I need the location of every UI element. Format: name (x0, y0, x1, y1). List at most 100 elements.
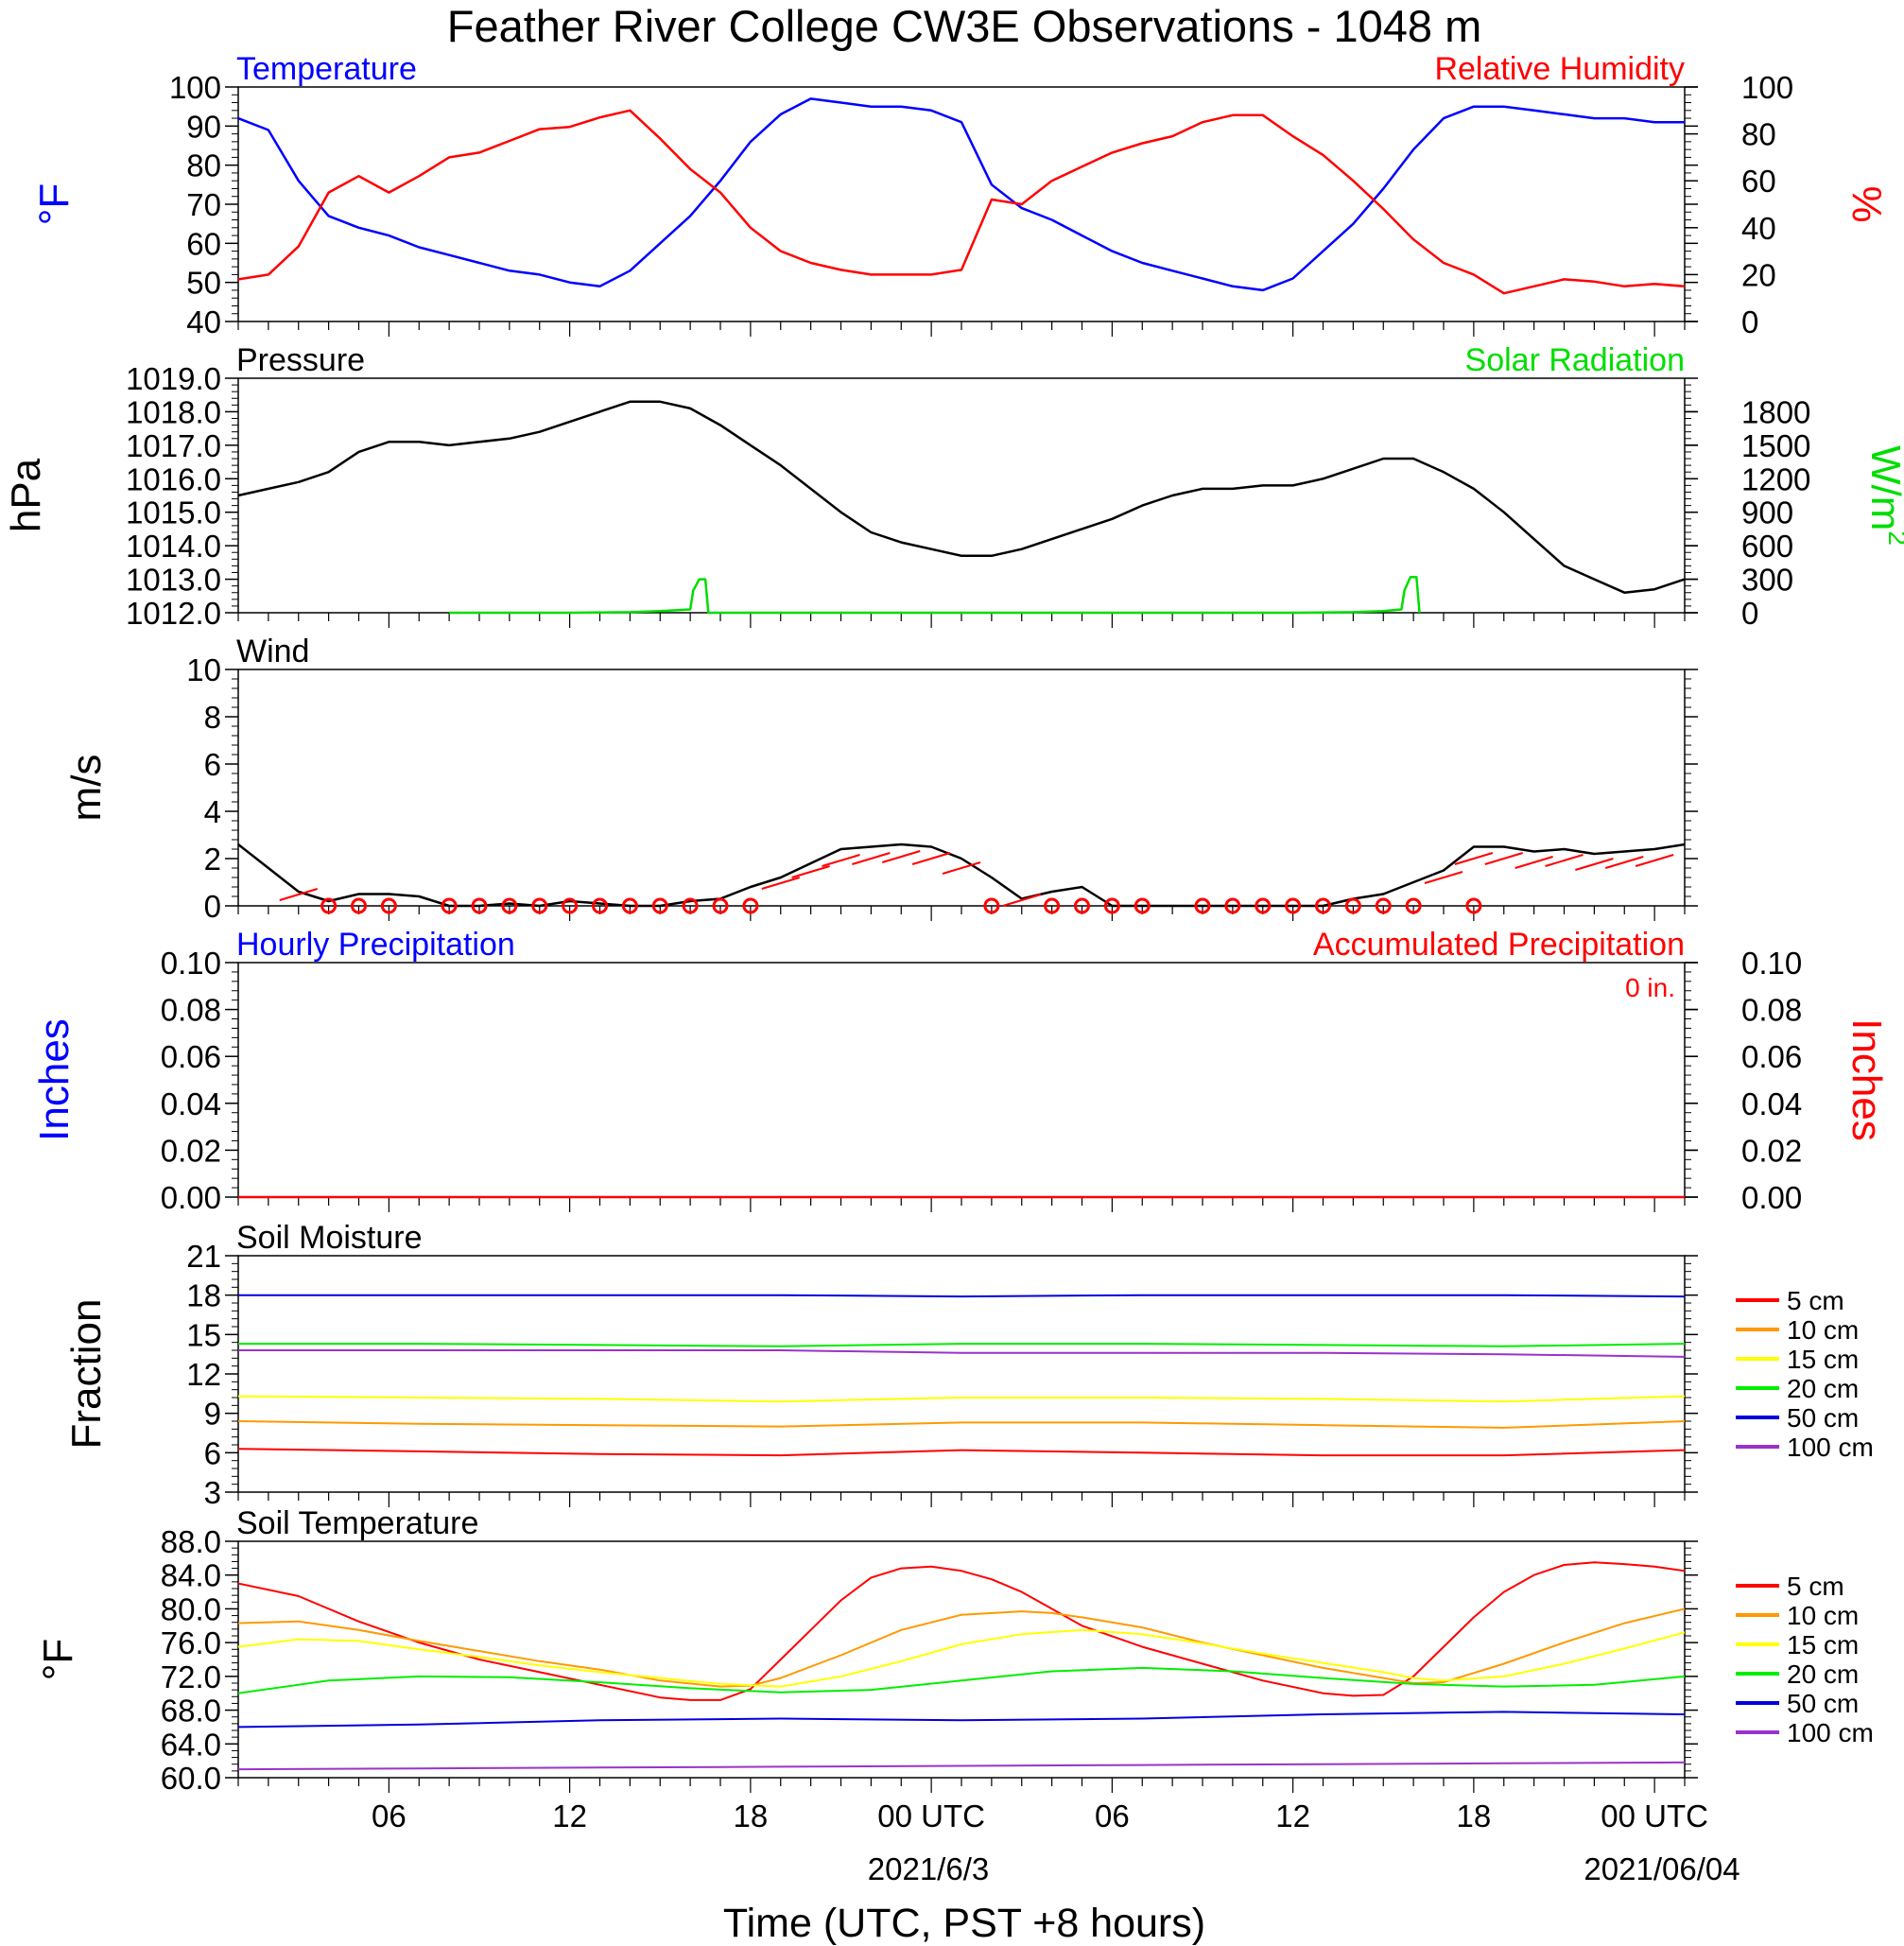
legend-label: 5 cm (1787, 1286, 1844, 1315)
series-line-soil_100 (238, 1349, 1686, 1358)
y-tick-label-right: 0.10 (1741, 946, 1802, 981)
calm-wind-marker (712, 897, 729, 914)
series-line-soil_5 (237, 1561, 1686, 1701)
wind-barb (852, 852, 891, 865)
calm-wind-marker (1285, 897, 1302, 914)
series-line-pressure (237, 400, 1686, 594)
wind-barb (822, 854, 860, 867)
y-tick-label-right: 0.06 (1741, 1039, 1802, 1074)
y-tick-label-left: 0 (204, 889, 221, 924)
legend-label: 5 cm (1787, 1572, 1844, 1601)
y-tick-label-left: 70 (186, 187, 221, 222)
panel-title-left: Soil Temperature (236, 1505, 478, 1541)
y-axis-label-left: Inches (31, 1018, 78, 1141)
y-tick-label-left: 0.04 (161, 1086, 221, 1121)
calm-wind-marker (471, 897, 488, 914)
calm-wind-marker (1405, 897, 1422, 914)
calm-wind-marker (1344, 897, 1361, 914)
y-tick-label-left: 88.0 (161, 1524, 221, 1559)
wind-barb (1484, 852, 1524, 865)
calm-wind-marker (1375, 897, 1392, 914)
y-tick-label-left: 90 (186, 109, 221, 144)
y-tick-label-left: 15 (186, 1317, 221, 1352)
y-tick-label-left: 60.0 (161, 1761, 221, 1796)
x-tick-label: 00 UTC (877, 1798, 985, 1833)
y-tick-label-right: 300 (1741, 563, 1793, 598)
calm-wind-marker (651, 897, 668, 914)
y-tick-label-right: 80 (1741, 117, 1776, 152)
x-tick-label: 18 (1457, 1798, 1492, 1833)
calm-wind-marker (1465, 897, 1482, 914)
legend-label: 10 cm (1787, 1315, 1859, 1345)
calm-wind-marker (1255, 897, 1272, 914)
y-tick-label-right: 900 (1741, 495, 1793, 530)
wind-barb (761, 877, 801, 890)
y-axis-label-left: Fraction (63, 1299, 110, 1450)
y-axis-label-left: °F (31, 183, 78, 225)
y-tick-label-left: 9 (204, 1397, 221, 1432)
series-line-wind (237, 843, 1686, 908)
accumulated-total: 0 in. (1625, 973, 1675, 1002)
unit-superscript: 2 (1883, 530, 1904, 546)
legend-label: 10 cm (1787, 1601, 1859, 1630)
y-tick-label-left: 10 (186, 652, 221, 687)
y-tick-label-right: 0.00 (1741, 1180, 1802, 1215)
y-tick-label-left: 6 (204, 747, 221, 782)
series-line-soil_10 (237, 1420, 1686, 1429)
y-tick-label-left: 1013.0 (126, 563, 221, 598)
y-tick-label-left: 21 (186, 1239, 221, 1274)
legend-label: 15 cm (1787, 1630, 1859, 1659)
calm-wind-marker (351, 897, 367, 914)
x-tick-label: 06 (1095, 1798, 1130, 1833)
wind-barb (1002, 894, 1042, 907)
y-tick-label-left: 60 (186, 226, 221, 261)
wind-barb (791, 865, 830, 878)
y-tick-label-right: 0.02 (1741, 1133, 1802, 1168)
y-tick-label-left: 84.0 (161, 1558, 221, 1593)
panel-frame (237, 669, 1686, 907)
y-axis-label-left: hPa (3, 458, 49, 532)
y-axis-label-right: % (1843, 185, 1890, 222)
y-tick-label-left: 12 (186, 1357, 221, 1392)
y-tick-label-left: 0.00 (161, 1180, 221, 1215)
y-tick-label-right: 60 (1741, 164, 1776, 199)
date-label-2: 2021/06/04 (1584, 1851, 1740, 1886)
x-axis: 06 12 18 00 UTC 06 12 18 00 UTC (372, 1798, 1708, 1833)
y-tick-label-right: 0 (1741, 304, 1758, 339)
y-tick-label-left: 40 (186, 304, 221, 339)
panel-frame (237, 1255, 1686, 1493)
y-tick-label-left: 3 (204, 1475, 221, 1510)
series-line-soil_20 (237, 1666, 1686, 1694)
series-line-soil_50 (237, 1711, 1686, 1729)
calm-wind-marker (531, 897, 548, 914)
y-tick-label-left: 1017.0 (126, 428, 221, 463)
calm-wind-marker (1103, 897, 1120, 914)
y-tick-label-left: 4 (204, 794, 221, 829)
series-line-soil_10 (237, 1607, 1686, 1688)
y-tick-label-right: 1800 (1741, 394, 1810, 429)
calm-wind-marker (621, 897, 638, 914)
calm-wind-marker (320, 897, 338, 914)
panel-title-left: Wind (236, 634, 309, 669)
series-line-soil_15 (237, 1395, 1686, 1403)
wind-barb (1604, 856, 1644, 869)
y-tick-label-right: 600 (1741, 529, 1793, 564)
calm-wind-marker (1074, 897, 1090, 914)
wind-barb (1545, 854, 1584, 867)
legend-label: 15 cm (1787, 1345, 1859, 1374)
y-axis-label-left: °F (35, 1639, 81, 1680)
y-tick-label-left: 18 (186, 1278, 221, 1313)
x-tick-label: 00 UTC (1601, 1798, 1708, 1833)
y-tick-label-left: 80.0 (161, 1591, 221, 1626)
y-tick-label-left: 0.06 (161, 1039, 221, 1074)
y-axis-label-left: m/s (63, 755, 110, 822)
y-tick-label-left: 76.0 (161, 1625, 221, 1660)
x-tick-label: 06 (372, 1798, 407, 1833)
y-tick-label-left: 100 (169, 70, 221, 105)
calm-wind-marker (742, 897, 759, 914)
series-line-solar (449, 575, 1421, 615)
wind-barb (1635, 854, 1674, 867)
wind-barb (1454, 852, 1494, 865)
